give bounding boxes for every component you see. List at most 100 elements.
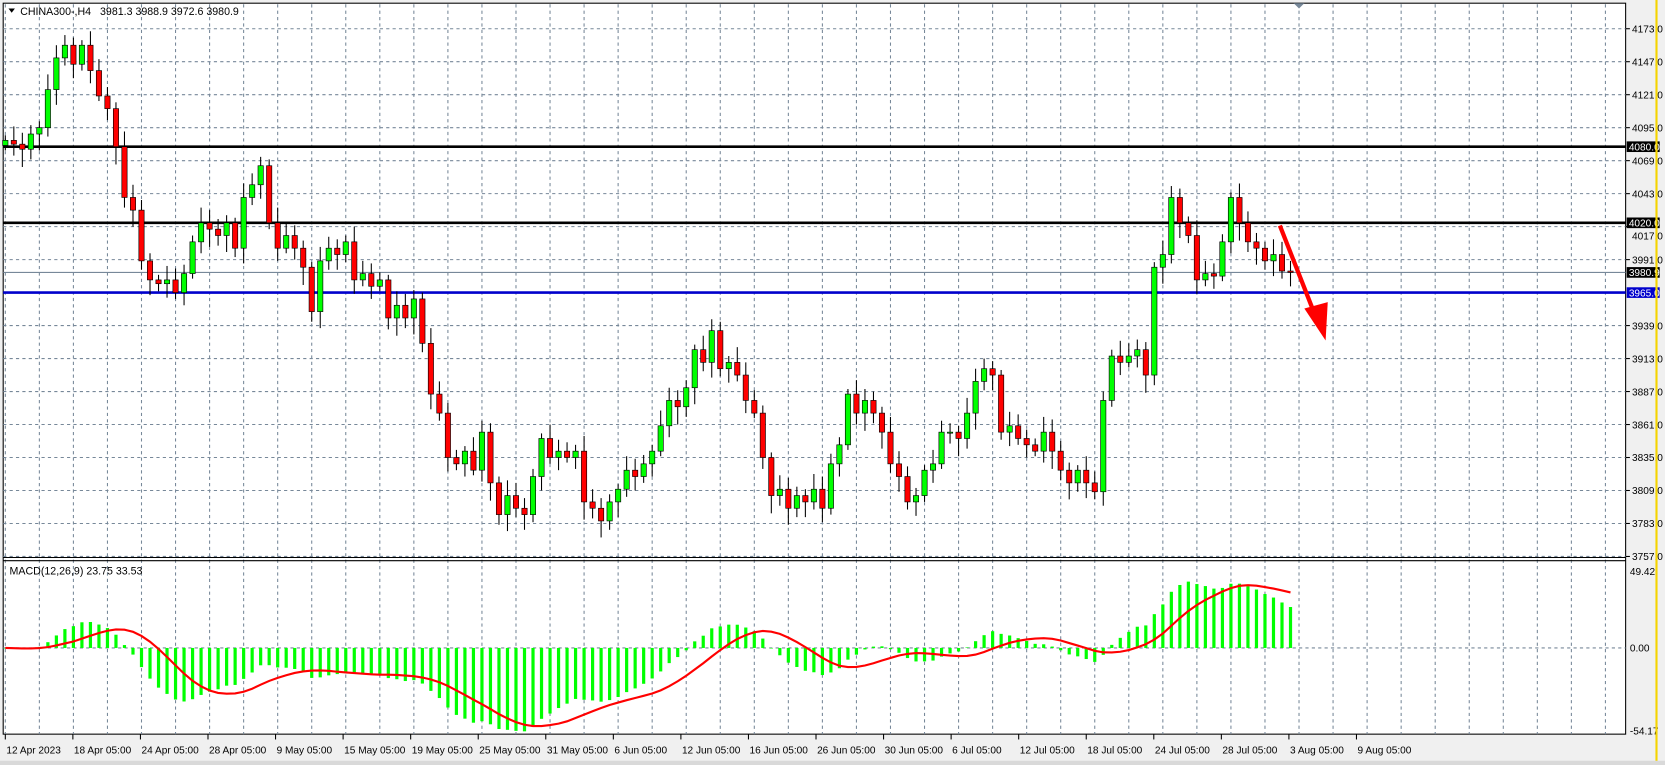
macd-histogram-bar	[386, 647, 390, 679]
horizontal-lines[interactable]: 4080.0 4020.0 3980.9 3965.0	[3, 141, 1660, 299]
bull-candle	[1227, 197, 1234, 243]
macd-histogram-bar	[1220, 587, 1225, 648]
macd-histogram-bar	[225, 647, 229, 686]
bull-candle	[410, 298, 417, 319]
macd-histogram-bar	[156, 647, 161, 688]
bull-candle	[53, 57, 60, 90]
date-tick-label: 15 May 05:00	[344, 745, 406, 756]
date-tick-label: 9 May 05:00	[277, 745, 333, 756]
macd-histogram-bar	[812, 647, 816, 673]
bear-candle	[334, 247, 341, 255]
price-tick-label: 4147.0	[1632, 57, 1663, 68]
macd-histogram-bar	[863, 647, 867, 650]
macd-histogram-bar	[242, 647, 246, 679]
macd-histogram-bar	[310, 647, 314, 678]
bull-candle	[938, 431, 945, 465]
bear-candle	[521, 507, 528, 515]
bull-candle	[461, 450, 468, 465]
macd-histogram-bar	[1127, 631, 1131, 648]
bull-candle	[164, 279, 171, 285]
macd-histogram-bar	[718, 626, 722, 648]
bull-candle	[691, 349, 698, 389]
macd-histogram-bar	[1161, 604, 1165, 648]
date-tick-label: 3 Aug 05:00	[1290, 745, 1344, 756]
price-tick-label: 3861.0	[1632, 420, 1663, 431]
bull-candle	[504, 495, 511, 515]
date-tick-label: 26 Jun 05:00	[817, 745, 876, 756]
macd-histogram-bar	[190, 647, 195, 700]
macd-histogram-bar	[335, 647, 339, 675]
bear-candle	[300, 247, 307, 268]
bull-candle	[538, 438, 545, 477]
macd-histogram-bar	[63, 629, 67, 648]
price-badge	[1626, 217, 1660, 229]
macd-histogram-bar	[846, 647, 850, 660]
macd-histogram-bar	[888, 647, 893, 650]
bear-candle	[147, 260, 153, 281]
bull-candle	[1040, 431, 1047, 452]
macd-histogram-bar	[752, 631, 756, 648]
bear-candle	[564, 450, 571, 458]
macd-histogram-bar	[556, 647, 561, 709]
bear-candle	[581, 450, 588, 503]
macd-histogram-bar	[497, 647, 501, 729]
bear-candle	[589, 501, 596, 509]
macd-histogram-bar	[991, 631, 995, 648]
macd-histogram-bar	[650, 647, 654, 679]
date-tick-label: 12 Jul 05:00	[1020, 745, 1075, 756]
bear-candle	[95, 70, 102, 97]
bull-candle	[1006, 425, 1013, 433]
macd-histogram-bar	[522, 647, 527, 732]
bull-candle	[1125, 355, 1132, 363]
bear-candle	[104, 95, 111, 109]
down-arrow-annotation[interactable]	[1277, 224, 1328, 341]
macd-histogram-bar	[1152, 614, 1156, 648]
price-tick-label: 3835.0	[1632, 453, 1663, 464]
bull-candle	[1151, 266, 1158, 376]
macd-histogram-bar	[973, 641, 978, 648]
macd-histogram-bar	[573, 647, 578, 699]
macd-histogram-bar	[1135, 626, 1139, 648]
triangle-down-icon[interactable]	[8, 8, 15, 13]
macd-histogram-bar	[505, 647, 510, 730]
macd-histogram-bar	[1033, 643, 1037, 648]
bear-candle	[1057, 450, 1064, 471]
ohlc-label: 3981.3 3988.9 3972.6 3980.9	[100, 6, 239, 18]
bear-candle	[266, 165, 273, 224]
bear-candle	[368, 273, 375, 287]
bull-candle	[827, 463, 834, 509]
bear-candle	[1023, 438, 1030, 446]
bear-candle	[1279, 254, 1285, 272]
bull-candle	[78, 44, 85, 65]
bull-candle	[1270, 254, 1277, 262]
bull-candle	[972, 381, 979, 414]
macd-histogram-bar	[999, 633, 1003, 648]
scroll-marker-icon[interactable]	[1293, 3, 1305, 9]
bear-candle	[700, 349, 707, 363]
bear-candle	[547, 438, 554, 458]
bear-candle	[513, 495, 519, 509]
macd-histogram-bar	[786, 647, 790, 663]
bull-candle	[861, 400, 868, 414]
bear-candle	[955, 431, 962, 439]
bull-candle	[478, 431, 485, 471]
bear-candle	[887, 431, 894, 465]
date-tick-label: 24 Jul 05:00	[1155, 745, 1210, 756]
macd-histogram-bar	[539, 647, 544, 719]
bull-candle	[964, 412, 971, 439]
macd-histogram-bar	[250, 647, 254, 673]
bear-candle	[172, 279, 179, 293]
bear-candle	[1287, 270, 1294, 273]
date-tick-label: 18 Apr 05:00	[74, 745, 132, 756]
macd-histogram-bar	[871, 646, 876, 648]
bear-candle	[487, 431, 494, 484]
bear-candle	[215, 228, 222, 236]
price-tick-label: 3913.0	[1632, 354, 1663, 365]
macd-histogram-bar	[710, 628, 714, 648]
macd-histogram-bar	[361, 647, 365, 674]
bear-candle	[87, 44, 94, 71]
bull-candle	[189, 241, 196, 274]
bear-candle	[870, 400, 877, 414]
bull-candle	[1100, 400, 1107, 493]
